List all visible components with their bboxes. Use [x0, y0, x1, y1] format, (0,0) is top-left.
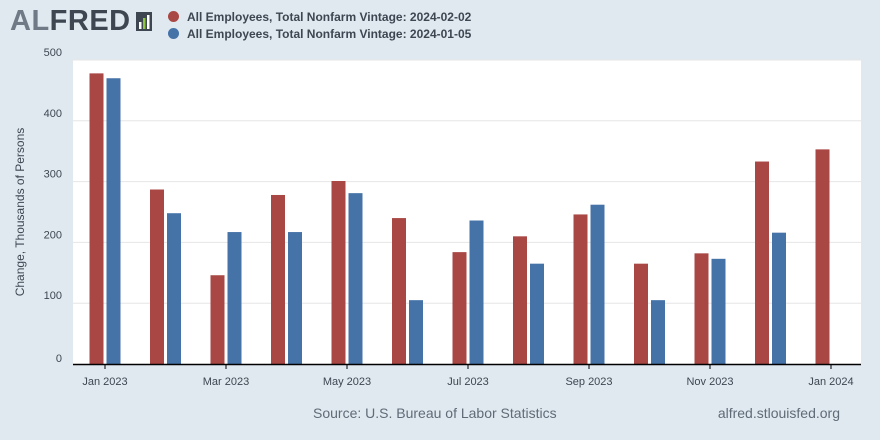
y-tick-label: 300: [44, 169, 62, 181]
bar-series2-2023-03[interactable]: [227, 232, 242, 364]
chart-legend: All Employees, Total Nonfarm Vintage: 20…: [168, 8, 471, 42]
legend-label: All Employees, Total Nonfarm Vintage: 20…: [187, 9, 472, 24]
bar-series2-2023-12[interactable]: [772, 232, 786, 364]
legend-label: All Employees, Total Nonfarm Vintage: 20…: [187, 26, 472, 41]
legend-swatch-red: [168, 11, 179, 22]
bar-series1-2024-01[interactable]: [815, 149, 830, 364]
y-tick-label: 100: [44, 290, 62, 302]
y-tick-label: 400: [44, 108, 62, 120]
logo-chart-icon: [136, 12, 152, 31]
site-link[interactable]: alfred.stlouisfed.org: [717, 405, 840, 421]
bar-series2-2023-10[interactable]: [651, 300, 665, 364]
bar-series2-2023-01[interactable]: [106, 78, 121, 365]
bar-series1-2023-06[interactable]: [392, 218, 406, 364]
source-note: Source: U.S. Bureau of Labor Statistics: [313, 405, 557, 421]
bar-series1-2023-12[interactable]: [755, 161, 769, 364]
bar-series2-2023-05[interactable]: [348, 193, 363, 364]
x-tick-label: Sep 2023: [565, 376, 612, 388]
bar-series1-2023-07[interactable]: [452, 252, 467, 364]
bar-series1-2023-01[interactable]: [89, 73, 104, 364]
bar-series2-2023-06[interactable]: [409, 300, 423, 364]
x-tick-label: Jan 2024: [808, 376, 853, 388]
bar-series1-2023-10[interactable]: [634, 263, 648, 364]
bar-series2-2023-07[interactable]: [469, 220, 484, 364]
x-tick-label: Mar 2023: [203, 376, 249, 388]
legend-item-vintage-2024-01-05[interactable]: All Employees, Total Nonfarm Vintage: 20…: [168, 25, 471, 42]
x-tick-label: May 2023: [323, 376, 371, 388]
bar-series1-2023-08[interactable]: [513, 236, 527, 364]
bar-series1-2023-05[interactable]: [331, 180, 346, 364]
y-axis-label: Change, Thousands of Persons: [13, 128, 27, 297]
x-tick-label: Nov 2023: [686, 376, 733, 388]
plot-area: [73, 60, 861, 364]
bar-series2-2023-04[interactable]: [288, 232, 302, 364]
y-tick-label: 200: [44, 229, 62, 241]
bar-series1-2023-03[interactable]: [210, 275, 225, 364]
bar-series2-2023-08[interactable]: [530, 263, 544, 364]
bar-series2-2023-11[interactable]: [711, 258, 726, 364]
bar-series1-2023-09[interactable]: [573, 214, 588, 364]
y-tick-label: 0: [56, 353, 62, 365]
bar-series1-2023-11[interactable]: [694, 253, 709, 364]
bar-series2-2023-09[interactable]: [590, 204, 605, 364]
bar-series1-2023-02[interactable]: [150, 189, 164, 364]
x-tick-label: Jan 2023: [82, 376, 127, 388]
legend-swatch-blue: [168, 28, 179, 39]
y-tick-label: 500: [44, 47, 62, 59]
alfred-logo[interactable]: ALFRED: [10, 4, 131, 38]
legend-item-vintage-2024-02-02[interactable]: All Employees, Total Nonfarm Vintage: 20…: [168, 8, 471, 25]
logo-fred-text: FRED: [49, 5, 131, 37]
x-tick-label: Jul 2023: [447, 376, 489, 388]
logo-al-text: AL: [10, 5, 50, 37]
bar-series2-2023-02[interactable]: [167, 213, 181, 364]
bar-series1-2023-04[interactable]: [271, 194, 285, 364]
